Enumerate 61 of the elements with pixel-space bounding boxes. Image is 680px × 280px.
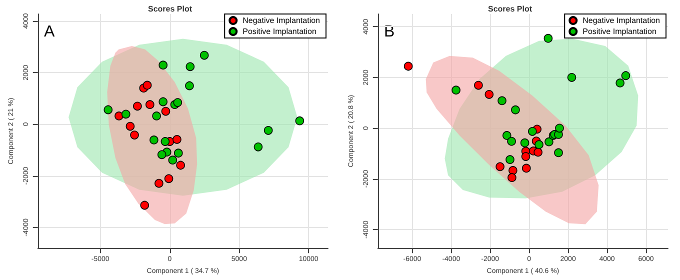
point (142, 80, 152, 90)
point (158, 60, 168, 70)
legend-label: Negative Implantation (242, 16, 320, 25)
point (511, 105, 520, 114)
point (502, 131, 512, 140)
point (104, 105, 113, 114)
point (544, 137, 554, 146)
point (264, 126, 273, 135)
point (616, 78, 624, 88)
point (621, 71, 630, 80)
point (506, 155, 514, 164)
point (164, 174, 174, 184)
point (254, 142, 263, 152)
point (140, 200, 150, 210)
point (158, 97, 168, 106)
point (507, 136, 516, 146)
point (185, 81, 194, 90)
annotation: A (44, 24, 55, 40)
point (160, 137, 170, 146)
point (498, 96, 506, 106)
point (133, 102, 142, 111)
point (567, 73, 576, 82)
point (168, 156, 178, 164)
point (474, 80, 483, 90)
point (554, 148, 563, 158)
point (520, 138, 530, 148)
point (544, 34, 553, 43)
point (508, 166, 518, 175)
legend-label: Positive Implantation (582, 27, 656, 36)
point (146, 100, 154, 109)
chart-title: Scores Plot (488, 4, 532, 14)
point (521, 152, 530, 161)
point (200, 50, 209, 60)
point (555, 124, 564, 133)
chart-title: Scores Plot (148, 4, 192, 14)
point (173, 98, 182, 107)
point (130, 130, 139, 140)
point (150, 136, 158, 144)
point (172, 135, 182, 144)
point (161, 106, 170, 116)
point (186, 62, 195, 72)
point (528, 127, 537, 136)
point (508, 173, 516, 182)
point (522, 164, 531, 173)
point (534, 148, 542, 157)
point (534, 140, 544, 150)
point (452, 86, 460, 94)
point (295, 116, 304, 126)
legend-label: Negative Implantation (582, 16, 660, 25)
point (496, 162, 504, 172)
point (126, 122, 135, 131)
point (157, 150, 166, 160)
point (152, 112, 161, 120)
point (484, 90, 494, 99)
legend-label: Positive Implantation (242, 27, 316, 36)
point (154, 178, 164, 188)
point (122, 110, 130, 119)
point (404, 62, 413, 71)
point (114, 112, 124, 120)
point (176, 160, 185, 170)
point (174, 148, 183, 158)
